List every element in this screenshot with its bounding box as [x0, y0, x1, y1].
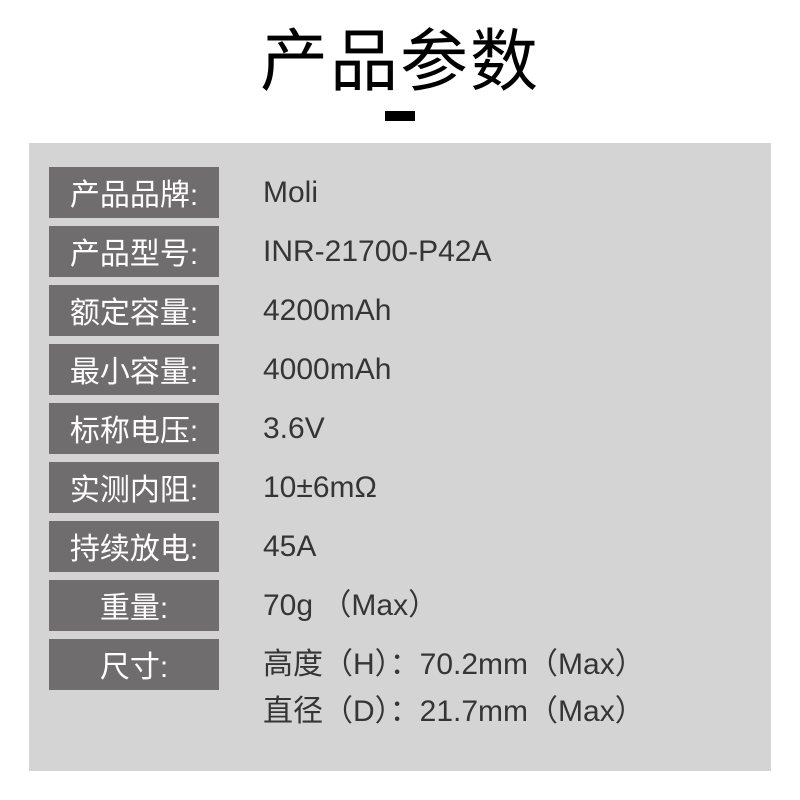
row-label: 额定容量: — [49, 285, 219, 336]
table-row: 产品型号: INR-21700-P42A — [49, 226, 751, 277]
table-row: 产品品牌: Moli — [49, 167, 751, 218]
row-value: Moli — [219, 167, 318, 217]
table-row: 额定容量: 4200mAh — [49, 285, 751, 336]
row-label: 尺寸: — [49, 639, 219, 690]
row-label: 最小容量: — [49, 344, 219, 395]
row-label: 持续放电: — [49, 521, 219, 572]
page-title: 产品参数 — [260, 6, 540, 105]
spec-panel: 产品品牌: Moli 产品型号: INR-21700-P42A 额定容量: 42… — [29, 143, 771, 771]
table-row: 持续放电: 45A — [49, 521, 751, 572]
row-value: 10±6mΩ — [219, 462, 377, 512]
row-value: 3.6V — [219, 403, 325, 453]
row-value: INR-21700-P42A — [219, 226, 491, 276]
row-value: 高度（H）：70.2mm（Max）直径（D）：21.7mm（Max） — [219, 639, 645, 735]
row-label: 重量: — [49, 580, 219, 631]
table-row: 重量: 70g （Max） — [49, 580, 751, 631]
table-row: 标称电压: 3.6V — [49, 403, 751, 454]
row-value: 4200mAh — [219, 285, 391, 335]
title-accent — [385, 111, 415, 121]
row-label: 标称电压: — [49, 403, 219, 454]
row-label: 产品品牌: — [49, 167, 219, 218]
row-value: 45A — [219, 521, 316, 571]
table-row: 尺寸: 高度（H）：70.2mm（Max）直径（D）：21.7mm（Max） — [49, 639, 751, 735]
table-row: 最小容量: 4000mAh — [49, 344, 751, 395]
row-value: 4000mAh — [219, 344, 391, 394]
row-label: 实测内阻: — [49, 462, 219, 513]
row-label: 产品型号: — [49, 226, 219, 277]
row-value: 70g （Max） — [219, 580, 438, 630]
table-row: 实测内阻: 10±6mΩ — [49, 462, 751, 513]
